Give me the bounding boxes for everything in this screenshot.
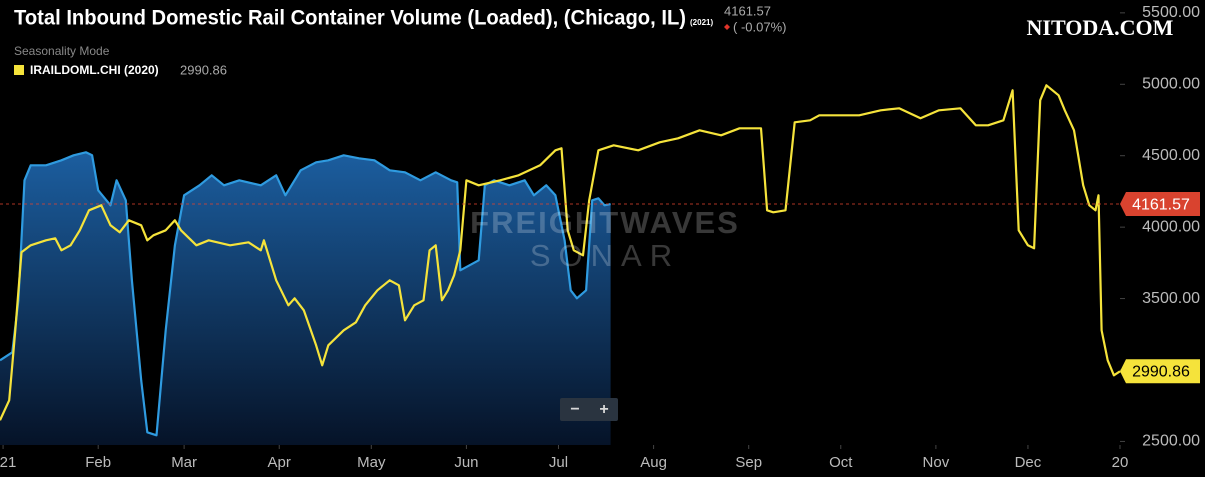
zoom-in-button[interactable]: + (599, 401, 608, 418)
chart-title: Total Inbound Domestic Rail Container Vo… (14, 7, 686, 30)
x-tick-label: Sep (735, 454, 762, 471)
line (0, 84, 1121, 421)
y-tick-label: 5500.00 (1142, 4, 1200, 21)
y-tick-label: 5000.00 (1142, 76, 1200, 93)
title-note: (2021) (690, 18, 713, 27)
x-tick-label: Nov (923, 454, 950, 471)
watermark: FREIGHTWAVES (470, 205, 740, 240)
x-tick-label: Apr (268, 454, 291, 471)
x-tick-label: Dec (1015, 454, 1042, 471)
x-tick-label: Jun (454, 454, 478, 471)
watermark: SONAR (530, 238, 680, 273)
value-tag-label: 2990.86 (1132, 364, 1190, 381)
y-tick-label: 2500.00 (1142, 433, 1200, 450)
x-tick-label: Jul (549, 454, 568, 471)
change-icon (724, 24, 730, 30)
brand: NITODA.COM (1027, 15, 1174, 40)
x-tick-label: May (357, 454, 386, 471)
legend-label: IRAILDOML.CHI (2020) (30, 63, 159, 77)
plot-area (0, 84, 1121, 446)
x-tick-label: Aug (640, 454, 667, 471)
x-tick-label: Oct (829, 454, 853, 471)
header-change: ( -0.07%) (733, 19, 786, 34)
legend-value: 2990.86 (180, 62, 227, 77)
mode-label: Seasonality Mode (14, 44, 110, 58)
zoom-out-button[interactable]: − (570, 401, 579, 418)
x-tick-label: Mar (171, 454, 197, 471)
line (0, 151, 611, 437)
y-tick-label: 4500.00 (1142, 147, 1200, 164)
zoom-bar (560, 398, 618, 421)
value-tag-label: 4161.57 (1132, 196, 1190, 213)
y-tick-label: 4000.00 (1142, 218, 1200, 235)
x-tick-label: 21 (0, 454, 16, 471)
legend-swatch (14, 65, 24, 75)
x-tick-label: Feb (85, 454, 111, 471)
y-tick-label: 3500.00 (1142, 290, 1200, 307)
value-tag (1120, 359, 1200, 384)
value-tag (1120, 192, 1200, 217)
x-tick-label: 20 (1112, 454, 1129, 471)
header-value: 4161.57 (724, 3, 771, 18)
area (0, 152, 611, 446)
